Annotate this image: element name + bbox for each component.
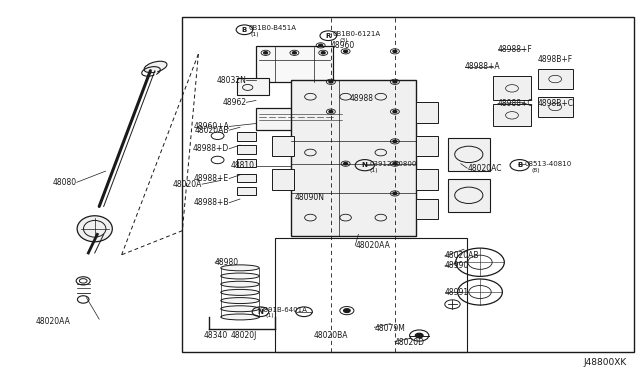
Text: 4898B+C: 4898B+C [538,99,573,108]
Bar [416,136,438,156]
Bar [538,69,573,89]
Ellipse shape [221,314,259,320]
Bar [237,132,256,141]
Circle shape [393,192,397,195]
Circle shape [292,52,296,54]
Text: 48340: 48340 [204,331,228,340]
Text: N: N [257,309,264,315]
Text: 48079M: 48079M [374,324,405,333]
Bar [448,138,490,171]
Ellipse shape [221,306,259,312]
Text: B: B [517,162,522,168]
Bar [237,145,256,154]
Text: 48020D: 48020D [395,338,425,347]
Text: 48810: 48810 [231,161,255,170]
Ellipse shape [221,281,259,287]
Circle shape [393,81,397,83]
Circle shape [393,140,397,142]
Circle shape [393,163,397,165]
Text: (8): (8) [531,167,540,173]
Ellipse shape [221,273,259,279]
Text: R: R [326,33,331,39]
Text: (3): (3) [339,38,348,44]
Text: 48988: 48988 [349,94,374,103]
Bar [272,169,294,190]
Ellipse shape [221,298,259,304]
Text: 48020A: 48020A [173,180,202,189]
Text: 48980: 48980 [215,258,239,267]
Circle shape [329,81,333,83]
Circle shape [344,163,348,165]
Text: 03912-80800: 03912-80800 [370,161,417,167]
Ellipse shape [144,61,167,73]
Text: 4898B+F: 4898B+F [538,55,573,64]
Text: 48988+E: 48988+E [194,174,229,183]
Circle shape [319,44,323,46]
Bar [237,159,256,167]
Text: 48988+B: 48988+B [194,198,229,207]
Text: N: N [362,162,368,168]
Text: 48988+F: 48988+F [498,45,532,54]
Bar [256,46,333,82]
Circle shape [344,309,350,312]
Bar [237,187,256,195]
Text: 48988+A: 48988+A [465,62,500,71]
Text: 48020AA: 48020AA [355,241,390,250]
Ellipse shape [221,265,259,271]
Text: J48800XK: J48800XK [584,358,627,367]
Text: 48080: 48080 [52,178,77,187]
Bar [272,136,294,156]
Circle shape [264,52,268,54]
Bar [416,169,438,190]
Bar [538,97,573,117]
Bar [256,108,346,130]
Text: (1): (1) [251,32,259,37]
Text: 48960+A: 48960+A [193,122,229,131]
Text: 48020AB: 48020AB [195,126,229,135]
Circle shape [415,333,423,338]
Circle shape [393,110,397,113]
Text: 48020AC: 48020AC [467,164,502,173]
Bar [493,104,531,126]
Bar [237,174,256,182]
Ellipse shape [221,289,259,295]
Text: 48032N: 48032N [216,76,246,85]
Text: 48990: 48990 [445,262,469,270]
Text: 0B1B0-B451A: 0B1B0-B451A [248,25,296,31]
Bar [237,78,269,95]
Text: (1): (1) [266,313,274,318]
Text: 48991: 48991 [445,288,469,296]
Bar [275,238,467,352]
Bar [416,199,438,219]
Text: 48988+D: 48988+D [193,144,229,153]
Text: 48090N: 48090N [294,193,324,202]
Circle shape [344,50,348,52]
Text: 0B1B0-6121A: 0B1B0-6121A [333,31,381,37]
Circle shape [329,110,333,113]
Text: 0891B-6401A: 0891B-6401A [259,307,307,312]
Text: 48020AB: 48020AB [445,251,479,260]
Circle shape [393,50,397,52]
Text: 08513-40810: 08513-40810 [525,161,572,167]
Text: (1): (1) [370,167,378,173]
Text: 48962: 48962 [222,98,246,107]
Bar [448,179,490,212]
Text: 48020AA: 48020AA [36,317,70,326]
Bar [182,17,634,352]
Text: B: B [242,27,247,33]
Bar [416,102,438,123]
Bar [493,76,531,100]
Text: 48960: 48960 [330,41,355,50]
Ellipse shape [77,216,113,242]
Bar [291,80,416,236]
Circle shape [321,52,325,54]
Text: 48020BA: 48020BA [314,331,348,340]
Text: 48988+C: 48988+C [498,99,534,108]
Text: 48020J: 48020J [230,331,257,340]
